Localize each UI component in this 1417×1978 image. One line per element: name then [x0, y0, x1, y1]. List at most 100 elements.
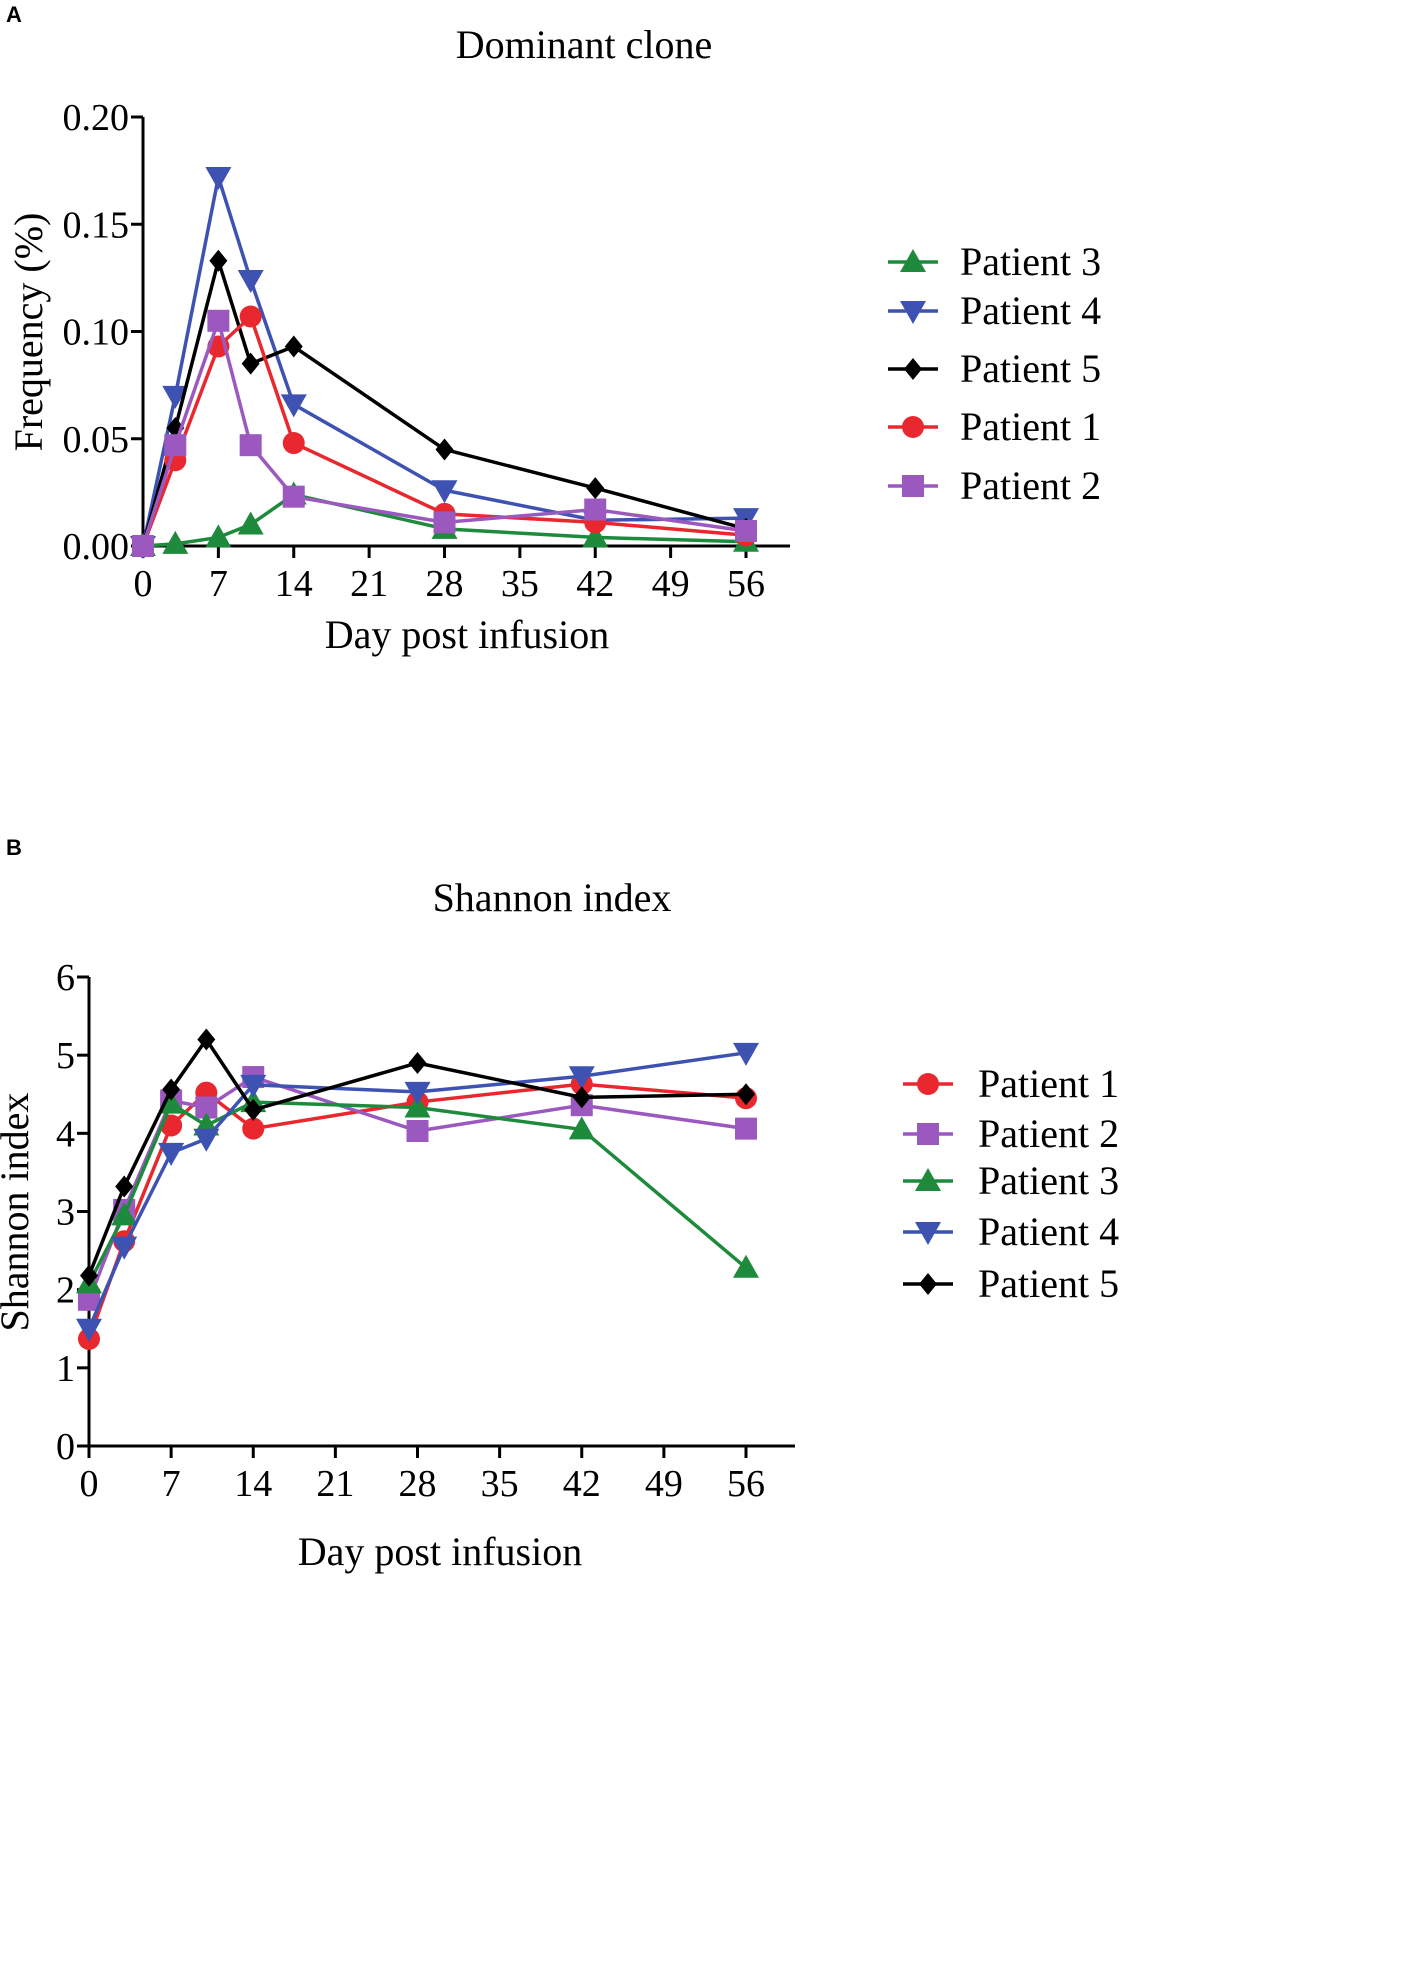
data-point-patient-2 [433, 511, 456, 534]
legend-marker [919, 1273, 937, 1295]
data-point-patient-3 [111, 1202, 138, 1226]
x-tick-label: 42 [563, 1463, 601, 1505]
data-point-patient-4 [193, 1128, 220, 1152]
data-point-patient-2 [164, 434, 187, 457]
series-line-patient-4 [87, 1051, 747, 1330]
data-point-patient-1 [282, 432, 305, 455]
data-point-patient-5 [408, 1051, 427, 1074]
data-point-patient-5 [241, 352, 260, 375]
data-point-patient-4 [76, 1318, 102, 1342]
data-point-patient-2 [584, 498, 607, 521]
legend-entry-patient-5: Patient 5 [960, 346, 1101, 391]
chart-title: Dominant clone [456, 22, 713, 67]
series-patient-4 [130, 167, 759, 559]
data-point-patient-1 [242, 1117, 265, 1140]
data-point-patient-4 [240, 1074, 267, 1098]
data-point-patient-3 [568, 1116, 595, 1140]
legend-entry-patient-2: Patient 2 [960, 463, 1101, 508]
data-point-patient-4 [404, 1081, 431, 1105]
data-point-patient-5 [162, 1078, 181, 1101]
legend-marker [917, 1073, 939, 1095]
y-axis-label: Frequency (%) [6, 213, 51, 452]
legend-entry-patient-1: Patient 1 [960, 404, 1101, 449]
data-point-patient-2 [195, 1096, 218, 1119]
legend-entry-patient-3: Patient 3 [978, 1158, 1119, 1203]
x-tick-label: 28 [399, 1463, 437, 1505]
x-tick-label: 35 [481, 1463, 519, 1505]
series-line-patient-2 [141, 319, 747, 547]
legend-marker [915, 1168, 941, 1191]
y-tick-label: 0.00 [63, 526, 130, 568]
x-tick-label: 7 [209, 563, 228, 605]
legend-entry-patient-4: Patient 4 [960, 288, 1101, 333]
legend-entry-patient-1: Patient 1 [978, 1061, 1119, 1106]
data-point-patient-3 [158, 1090, 185, 1114]
data-point-patient-5 [197, 1028, 216, 1051]
data-point-patient-3 [582, 524, 609, 548]
series-line-patient-5 [87, 1037, 747, 1277]
legend-marker [904, 358, 922, 380]
legend-marker [902, 416, 924, 438]
y-tick-label: 0.15 [63, 204, 130, 246]
chart-title: Shannon index [433, 875, 672, 920]
series-line-patient-2 [87, 1075, 747, 1301]
x-tick-label: 14 [275, 563, 313, 605]
y-tick-label: 2 [56, 1270, 75, 1312]
y-tick-label: 0.10 [63, 312, 130, 354]
legend-marker [917, 1123, 939, 1145]
data-point-patient-4 [733, 1042, 759, 1066]
data-point-patient-5 [572, 1086, 591, 1109]
x-tick-label: 56 [727, 563, 765, 605]
data-point-patient-5 [435, 438, 454, 461]
y-axis-label: Shannon index [0, 1093, 37, 1332]
data-point-patient-2 [78, 1288, 100, 1311]
data-point-patient-1 [239, 305, 262, 328]
legend-marker [900, 301, 926, 324]
x-tick-label: 14 [234, 1463, 272, 1505]
data-point-patient-5 [284, 335, 303, 358]
x-tick-label: 7 [162, 1463, 181, 1505]
series-patient-5 [80, 1028, 755, 1287]
x-axis-label: Day post infusion [298, 1529, 582, 1574]
legend-marker [915, 1222, 941, 1245]
legend-entry-patient-3: Patient 3 [960, 239, 1101, 284]
data-point-patient-3 [162, 530, 189, 554]
x-tick-label: 21 [316, 1463, 354, 1505]
data-point-patient-5 [737, 1083, 755, 1106]
series-line-patient-4 [141, 175, 747, 547]
data-point-patient-3 [404, 1094, 431, 1118]
x-tick-label: 0 [134, 563, 153, 605]
data-point-patient-2 [282, 485, 305, 508]
x-tick-label: 49 [652, 563, 690, 605]
y-tick-label: 5 [56, 1035, 75, 1077]
y-tick-label: 3 [56, 1192, 75, 1234]
x-tick-label: 49 [645, 1463, 683, 1505]
data-point-patient-4 [568, 1066, 595, 1090]
data-point-patient-5 [80, 1264, 98, 1287]
data-point-patient-2 [239, 434, 262, 457]
data-point-patient-5 [244, 1098, 263, 1121]
data-point-patient-4 [237, 270, 264, 294]
x-tick-label: 56 [727, 1463, 765, 1505]
data-point-patient-2 [735, 519, 757, 542]
series-patient-4 [76, 1042, 759, 1342]
data-point-patient-4 [431, 480, 458, 504]
data-point-patient-5 [586, 477, 605, 500]
y-tick-label: 0.05 [63, 419, 130, 461]
data-point-patient-4 [280, 394, 307, 418]
data-point-patient-2 [207, 309, 230, 332]
data-point-patient-4 [205, 167, 232, 191]
data-point-patient-2 [735, 1117, 757, 1140]
series-line-patient-5 [141, 258, 747, 547]
y-tick-label: 4 [56, 1113, 75, 1155]
data-point-patient-3 [733, 1254, 759, 1278]
panel-letter: A [6, 2, 22, 27]
y-tick-label: 0 [56, 1426, 75, 1468]
data-point-patient-5 [209, 249, 228, 272]
series-line-patient-3 [142, 492, 747, 548]
x-tick-label: 42 [576, 563, 614, 605]
